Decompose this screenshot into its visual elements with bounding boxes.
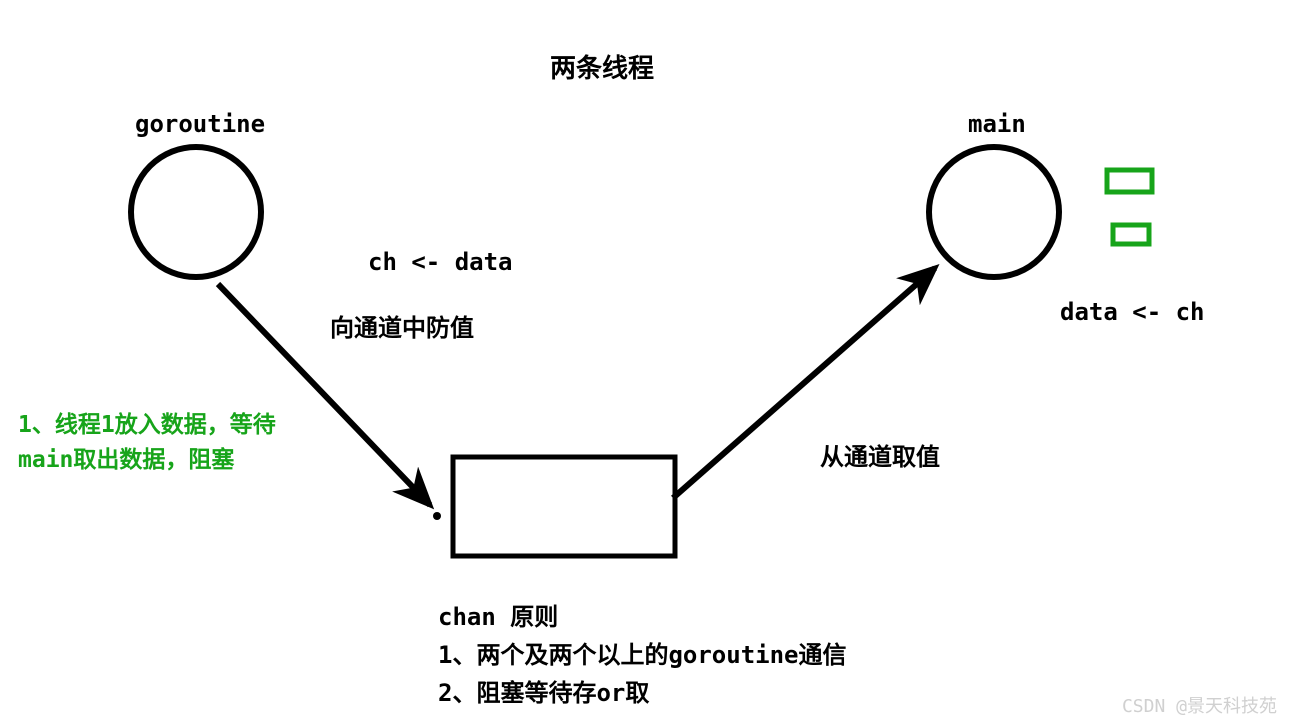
chan-rule-1: 1、两个及两个以上的goroutine通信 (438, 635, 847, 670)
ch-code-label: ch <- data (368, 248, 513, 276)
green-note-line2: main取出数据，阻塞 (18, 440, 234, 474)
dot (433, 512, 441, 520)
diagram-canvas (0, 0, 1289, 726)
green-box-1 (1107, 170, 1152, 192)
diagram-title: 两条线程 (550, 48, 654, 85)
get-label: 从通道取值 (820, 437, 940, 472)
watermark: CSDN @景天科技苑 (1122, 692, 1277, 718)
chan-rule-2: 2、阻塞等待存or取 (438, 673, 649, 708)
chan-title: chan 原则 (438, 597, 558, 632)
goroutine-circle (131, 147, 261, 277)
put-label: 向通道中防值 (330, 308, 474, 343)
goroutine-label: goroutine (135, 110, 265, 138)
chan-box (453, 457, 675, 556)
data-code-label: data <- ch (1060, 298, 1205, 326)
main-circle (929, 147, 1059, 277)
green-box-2 (1113, 225, 1149, 244)
main-label: main (968, 110, 1026, 138)
green-note-line1: 1、线程1放入数据，等待 (18, 405, 276, 439)
